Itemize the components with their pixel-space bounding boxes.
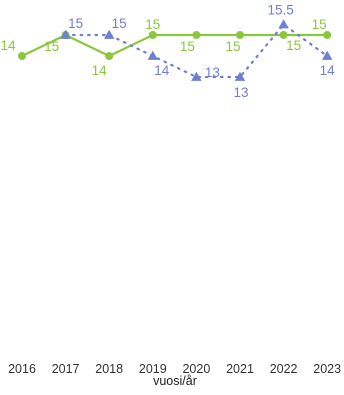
series-1-data-label: 15 xyxy=(312,17,327,32)
series-1-data-label: 15 xyxy=(225,39,240,54)
series-1-data-label: 15 xyxy=(180,39,195,54)
x-tick-label: 2019 xyxy=(139,362,167,376)
series-2-point xyxy=(322,50,333,60)
series-2-point xyxy=(191,71,202,81)
series-2-point xyxy=(104,29,115,39)
series-2-point xyxy=(278,19,289,29)
series-1-point xyxy=(148,31,157,39)
series-markers xyxy=(18,19,333,81)
x-axis-title: vuosi/år xyxy=(153,374,197,388)
series-lines xyxy=(21,23,329,79)
x-tick-label: 2023 xyxy=(313,362,341,376)
x-tick-label: 2021 xyxy=(226,362,254,376)
series-1-data-label: 15 xyxy=(44,39,59,54)
series-2-data-label: 14 xyxy=(154,63,170,78)
series-2-data-label: 14 xyxy=(320,63,336,78)
series-2-data-label: 15 xyxy=(68,16,83,31)
x-tick-label: 2022 xyxy=(270,362,298,376)
x-tick-label: 2018 xyxy=(95,362,123,376)
x-axis-ticks: 2016 2017 2018 2019 2020 2021 2022 2023 xyxy=(8,362,341,376)
series-2-point xyxy=(60,29,71,39)
series-1-point xyxy=(279,31,288,39)
series-1-point xyxy=(18,52,26,60)
series-1-data-label: 15 xyxy=(145,17,160,32)
series-1-data-label: 14 xyxy=(0,38,16,53)
x-tick-label: 2016 xyxy=(8,362,36,376)
series-1-point xyxy=(105,52,114,60)
x-tick-label: 2020 xyxy=(182,362,210,376)
series-2-point xyxy=(147,50,158,60)
series-1-point xyxy=(323,31,332,39)
series-1-data-label: 14 xyxy=(92,63,108,78)
series-1-point xyxy=(236,31,244,39)
series-2-data-label: 15.5 xyxy=(267,3,293,18)
series-2-data-label: 13 xyxy=(205,65,220,80)
data-labels: 14 15 14 15 15 15 15 15 15 15 14 13 13 15.5 14 xyxy=(0,3,335,101)
series-2-point xyxy=(234,71,246,81)
x-tick-label: 2017 xyxy=(52,362,80,376)
series-2-data-label: 15 xyxy=(112,16,127,31)
series-1-data-label: 15 xyxy=(286,38,301,53)
series-2-data-label: 13 xyxy=(233,85,248,100)
series-1-line xyxy=(21,33,328,58)
series-1-point xyxy=(192,31,201,39)
